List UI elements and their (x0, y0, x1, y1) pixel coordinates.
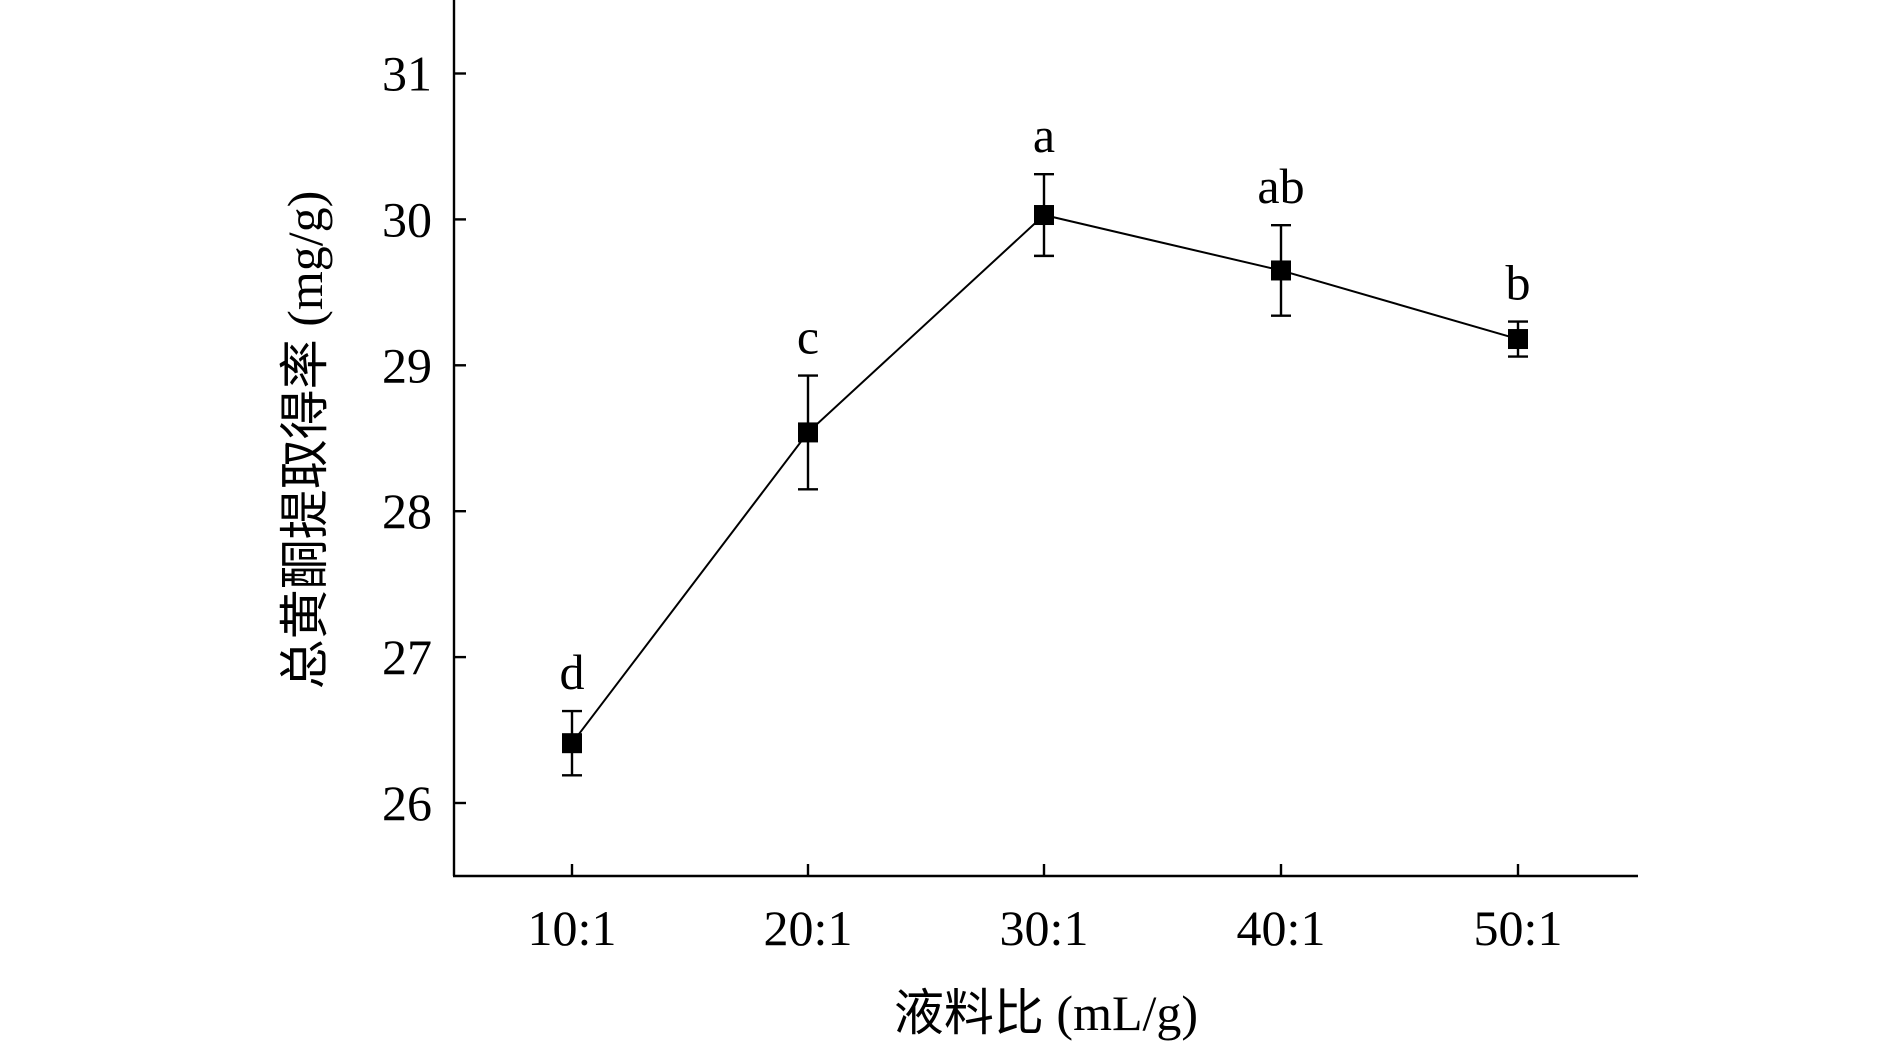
y-tick-label: 30 (382, 191, 432, 247)
data-point (1034, 205, 1054, 226)
x-axis-label: 液料比 (mL/g) (894, 985, 1198, 1041)
y-tick-label: 31 (382, 46, 432, 102)
data-point (562, 733, 582, 754)
significance-label: ab (1257, 158, 1304, 214)
marks: d c a ab b (560, 107, 1531, 777)
data-point (1271, 260, 1291, 281)
significance-label: b (1506, 255, 1531, 311)
x-tick-label: 50:1 (1474, 900, 1563, 956)
y-axis-label: 总黄酮提取得率 (mg/g) (277, 191, 333, 690)
x-tick-label: 20:1 (764, 900, 853, 956)
y-tick-label: 29 (382, 337, 432, 393)
series-line (571, 213, 1519, 744)
data-point (798, 422, 818, 443)
y-tick-label: 28 (382, 483, 432, 539)
x-tick-label: 40:1 (1237, 900, 1326, 956)
significance-label: c (797, 309, 819, 365)
data-point (1508, 329, 1528, 350)
significance-label: d (560, 644, 585, 700)
y-tick-label: 26 (382, 775, 432, 831)
y-tick-label: 27 (382, 629, 432, 685)
significance-label: a (1033, 107, 1055, 163)
x-tick-label: 30:1 (1000, 900, 1089, 956)
x-tick-label: 10:1 (528, 900, 617, 956)
axes: 26 27 28 29 30 31 10:1 20:1 30:1 40:1 50:1 (382, 0, 1638, 956)
